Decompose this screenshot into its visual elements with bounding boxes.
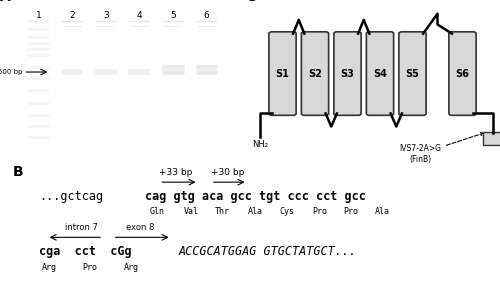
Text: Pro: Pro bbox=[82, 262, 98, 272]
Text: B: B bbox=[12, 165, 23, 179]
Text: cag gtg aca gcc tgt ccc cct gcc: cag gtg aca gcc tgt ccc cct gcc bbox=[144, 190, 366, 203]
Text: 2: 2 bbox=[70, 11, 75, 20]
FancyBboxPatch shape bbox=[399, 32, 426, 115]
Text: intron 7: intron 7 bbox=[64, 223, 98, 232]
Text: 4: 4 bbox=[136, 11, 142, 20]
Text: IVS7-2A>G
(FinB): IVS7-2A>G (FinB) bbox=[399, 133, 483, 163]
Text: exon 8: exon 8 bbox=[126, 223, 154, 232]
Text: +30 bp: +30 bp bbox=[211, 168, 244, 177]
Text: Gln: Gln bbox=[150, 207, 164, 216]
Text: S5: S5 bbox=[406, 69, 419, 79]
Text: NH₂: NH₂ bbox=[252, 140, 268, 149]
Text: 3: 3 bbox=[103, 11, 108, 20]
Text: S6: S6 bbox=[456, 69, 469, 79]
Text: Thr: Thr bbox=[214, 207, 230, 216]
Text: Ala: Ala bbox=[248, 207, 262, 216]
Text: Pro: Pro bbox=[343, 207, 358, 216]
FancyBboxPatch shape bbox=[334, 32, 361, 115]
FancyBboxPatch shape bbox=[483, 132, 500, 145]
FancyBboxPatch shape bbox=[449, 32, 476, 115]
Text: ACCGCATGGAG GTGCTATGCT...: ACCGCATGGAG GTGCTATGCT... bbox=[179, 245, 357, 258]
Text: +33 bp: +33 bp bbox=[160, 168, 192, 177]
Text: Cys: Cys bbox=[280, 207, 294, 216]
Text: 1: 1 bbox=[36, 11, 42, 20]
Text: S2: S2 bbox=[308, 69, 322, 79]
Text: ...gctcag: ...gctcag bbox=[40, 190, 104, 203]
Text: 500 bp: 500 bp bbox=[0, 69, 23, 75]
FancyBboxPatch shape bbox=[269, 32, 296, 115]
Text: Val: Val bbox=[184, 207, 199, 216]
Text: Pro: Pro bbox=[312, 207, 327, 216]
Text: Arg: Arg bbox=[42, 262, 57, 272]
Text: Arg: Arg bbox=[124, 262, 138, 272]
Text: A: A bbox=[0, 0, 11, 5]
Text: S3: S3 bbox=[340, 69, 354, 79]
Text: cga  cct  cGg: cga cct cGg bbox=[40, 245, 132, 258]
FancyBboxPatch shape bbox=[302, 32, 328, 115]
Text: Ala: Ala bbox=[375, 207, 390, 216]
Text: S1: S1 bbox=[276, 69, 289, 79]
Text: 6: 6 bbox=[204, 11, 210, 20]
Text: 5: 5 bbox=[170, 11, 175, 20]
Text: S4: S4 bbox=[373, 69, 387, 79]
Text: C: C bbox=[245, 0, 256, 5]
FancyBboxPatch shape bbox=[366, 32, 394, 115]
